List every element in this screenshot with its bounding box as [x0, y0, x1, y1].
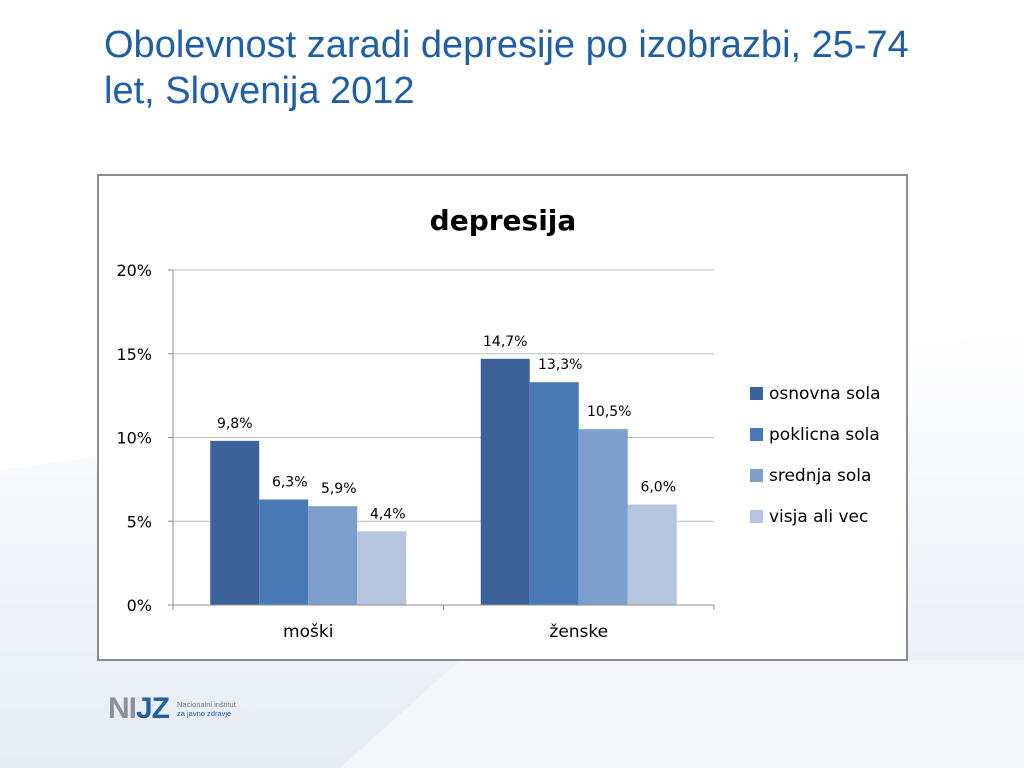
legend-swatch: [750, 510, 763, 523]
y-tick-label: 10%: [116, 429, 152, 448]
legend-swatch: [750, 387, 763, 400]
data-label: 6,0%: [640, 480, 676, 496]
chart-title: depresija: [430, 204, 577, 237]
bar: [357, 531, 407, 605]
logo-mark: NI JZ: [108, 692, 170, 726]
legend-label: srednja sola: [769, 466, 871, 486]
logo-mark-jz: JZ: [136, 692, 170, 725]
legend-swatch: [750, 428, 763, 441]
bar-chart: 9,8% 6,3% 5,9% 4,4% 14,7% 13,3% 10,5% 6,0% 0% 5%…: [116, 204, 881, 642]
legend-label: poklicna sola: [769, 425, 880, 445]
x-tick-label: moški: [283, 622, 333, 642]
legend-label: osnovna sola: [769, 384, 881, 404]
axes: 0% 5% 10% 15% 20% moški ženske: [116, 261, 715, 642]
bar: [578, 429, 628, 605]
bar: [480, 358, 530, 605]
bar: [308, 506, 358, 605]
chart-container: 9,8% 6,3% 5,9% 4,4% 14,7% 13,3% 10,5% 6,0% 0% 5%…: [97, 174, 908, 661]
bar: [627, 504, 677, 605]
data-label: 4,4%: [370, 506, 406, 522]
data-labels: 9,8% 6,3% 5,9% 4,4% 14,7% 13,3% 10,5% 6,0%: [217, 334, 676, 523]
data-label: 10,5%: [587, 404, 631, 420]
logo-line-1: Nacionalni inštitut: [177, 700, 236, 709]
logo-text: Nacionalni inštitut za javno zdravje: [177, 700, 236, 718]
bar: [210, 440, 260, 605]
bar: [259, 499, 309, 605]
bar: [529, 382, 579, 605]
y-tick-label: 20%: [116, 261, 152, 280]
legend: osnovna sola poklicna sola srednja sola vis…: [750, 384, 881, 527]
x-tick-label: ženske: [549, 622, 608, 642]
y-tick-label: 0%: [127, 596, 152, 615]
legend-label: visja ali vec: [769, 507, 868, 527]
logo-line-2: za javno zdravje: [177, 709, 232, 718]
slide-title: Obolevnost zaradi depresije po izobrazbi…: [104, 24, 909, 112]
bars: [210, 358, 677, 605]
data-label: 9,8%: [217, 416, 253, 432]
data-label: 14,7%: [483, 334, 527, 350]
y-tick-label: 15%: [116, 345, 152, 364]
data-label: 5,9%: [321, 481, 357, 497]
data-label: 6,3%: [272, 474, 308, 490]
nijz-logo: NI JZ Nacionalni inštitut za javno zdravj…: [108, 692, 236, 726]
data-label: 13,3%: [538, 357, 582, 373]
logo-mark-ni: NI: [108, 692, 137, 725]
legend-swatch: [750, 469, 763, 482]
y-tick-label: 5%: [127, 512, 152, 531]
